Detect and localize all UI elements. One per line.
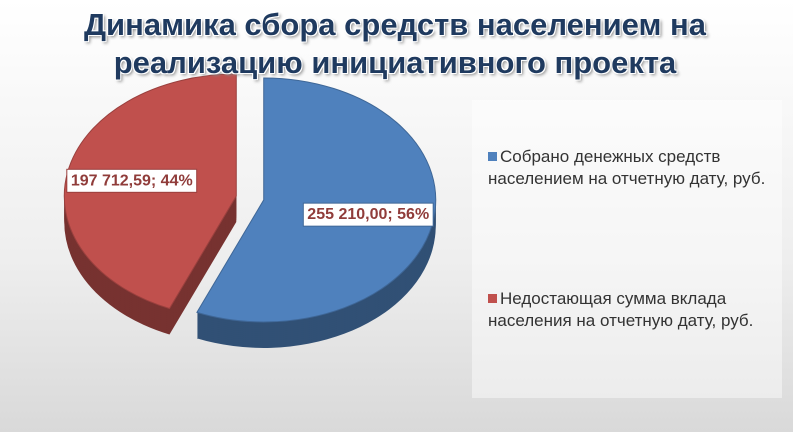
- data-label: 255 210,00; 56%: [307, 206, 429, 223]
- legend-entry: Собрано денежных средств населением на о…: [488, 146, 768, 190]
- legend: Собрано денежных средств населением на о…: [472, 100, 782, 398]
- data-label-group: 197 712,59; 44%: [66, 168, 198, 193]
- legend-label: Собрано денежных средств населением на о…: [488, 147, 766, 188]
- data-label-group: 255 210,00; 56%: [302, 202, 434, 227]
- data-label: 197 712,59; 44%: [71, 172, 193, 189]
- data-label-box: [302, 202, 434, 227]
- chart-title: Динамика сбора средств населением на реа…: [83, 7, 707, 80]
- data-label-box: [66, 168, 198, 193]
- legend-entry: Недостающая сумма вклада населения на от…: [488, 288, 768, 332]
- legend-swatch: [488, 294, 497, 303]
- legend-swatch: [488, 152, 497, 161]
- legend-label: Недостающая сумма вклада населения на от…: [488, 289, 754, 330]
